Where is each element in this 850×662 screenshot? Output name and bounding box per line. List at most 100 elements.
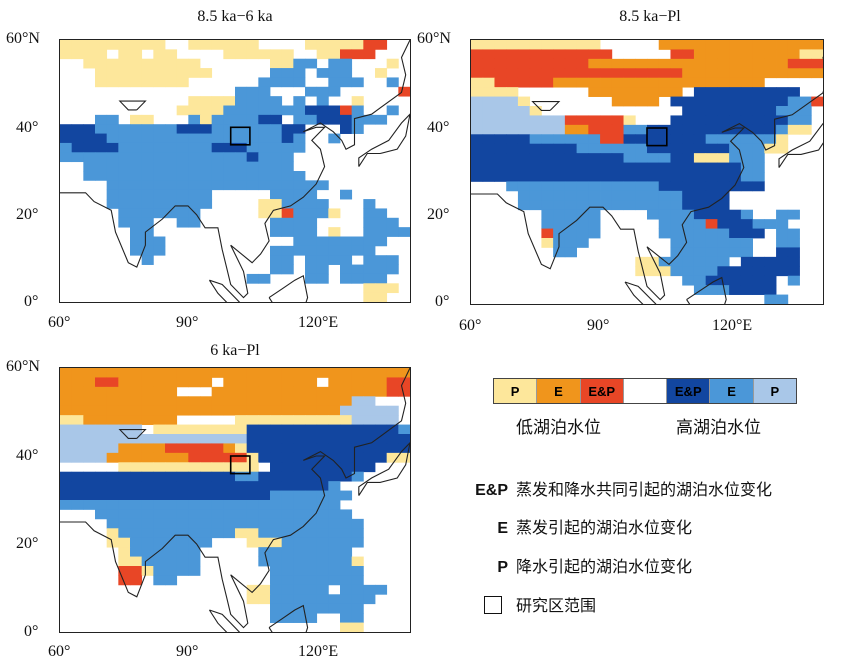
high-e-cell <box>799 96 812 107</box>
low-e-cell <box>223 377 236 388</box>
low-p-cell <box>246 528 259 539</box>
high-ep-cell <box>729 266 742 277</box>
low-p-cell <box>130 49 143 60</box>
high-e-cell <box>305 245 318 256</box>
high-e-cell <box>635 143 648 154</box>
high-e-cell <box>717 238 730 248</box>
high-e-cell <box>153 528 166 539</box>
high-ep-cell <box>517 143 531 154</box>
high-p-cell <box>71 424 84 435</box>
high-ep-cell <box>293 124 306 134</box>
high-e-cell <box>776 219 789 229</box>
high-e-cell <box>764 134 777 145</box>
low-e-cell <box>130 386 143 397</box>
high-ep-cell <box>293 424 306 435</box>
low-e-cell <box>729 58 742 69</box>
high-e-cell <box>223 500 236 510</box>
high-e-cell <box>729 238 742 248</box>
high-e-cell <box>541 190 554 201</box>
high-e-cell <box>246 500 259 510</box>
low-e-cell <box>740 77 753 88</box>
low-e-cell <box>246 377 259 388</box>
high-e-cell <box>776 124 789 135</box>
high-ep-cell <box>635 172 648 182</box>
high-e-cell <box>363 273 376 284</box>
high-e-cell <box>670 200 683 211</box>
high-e-cell <box>246 96 259 106</box>
high-e-cell <box>270 584 283 595</box>
low-e-cell <box>611 77 624 88</box>
high-e-cell <box>658 256 671 267</box>
high-e-cell <box>305 584 318 595</box>
high-ep-cell <box>752 285 765 295</box>
high-e-cell <box>223 528 236 539</box>
high-e-cell <box>141 227 154 237</box>
high-ep-cell <box>729 275 742 286</box>
low-p-cell <box>176 105 189 116</box>
low-e-cell <box>623 58 636 69</box>
high-e-cell <box>293 518 306 529</box>
high-e-cell <box>118 124 131 134</box>
high-e-cell <box>130 133 143 144</box>
high-e-cell <box>328 86 341 97</box>
high-ep-cell <box>386 434 399 444</box>
high-e-cell <box>165 500 178 510</box>
high-ep-cell <box>740 124 753 135</box>
high-e-cell <box>351 537 364 548</box>
high-e-cell <box>799 106 812 116</box>
legend-swatch-low-ep: E&P <box>580 379 624 403</box>
high-e-cell <box>328 58 341 69</box>
island-outline <box>778 122 823 168</box>
high-ep-cell <box>95 490 108 501</box>
high-e-cell <box>541 134 554 145</box>
low-ep-cell <box>682 49 695 60</box>
high-ep-cell <box>153 490 166 501</box>
high-e-cell <box>328 490 341 501</box>
high-e-cell <box>83 152 96 163</box>
low-p-cell <box>141 462 154 473</box>
high-p-cell <box>83 443 96 454</box>
low-e-cell <box>752 58 765 69</box>
high-e-cell <box>658 209 671 220</box>
high-p-cell <box>517 115 531 126</box>
high-p-cell <box>60 424 73 435</box>
high-ep-cell <box>375 424 388 435</box>
low-ep-cell <box>211 443 224 454</box>
high-e-cell <box>153 245 166 256</box>
high-e-cell <box>153 236 166 247</box>
study-area-box-icon <box>484 596 502 614</box>
high-e-cell <box>281 217 294 228</box>
low-p-cell <box>235 415 248 425</box>
map-grid-c <box>60 368 410 632</box>
high-e-cell <box>553 209 566 220</box>
low-e-cell <box>71 368 84 378</box>
high-e-cell <box>153 500 166 510</box>
high-e-cell <box>293 105 306 116</box>
high-e-cell <box>130 227 143 237</box>
high-e-cell <box>293 566 306 576</box>
high-ep-cell <box>351 424 364 435</box>
high-p-cell <box>141 434 154 444</box>
high-ep-cell <box>71 490 84 501</box>
low-e-cell <box>776 40 789 50</box>
high-e-cell <box>130 236 143 247</box>
low-ep-cell <box>386 386 399 397</box>
high-e-cell <box>682 247 695 258</box>
low-e-cell <box>328 396 341 407</box>
high-ep-cell <box>316 105 329 116</box>
high-ep-cell <box>316 462 329 473</box>
high-e-cell <box>165 528 178 539</box>
high-p-cell <box>340 405 353 416</box>
low-e-cell <box>165 452 178 463</box>
low-e-cell <box>363 377 376 388</box>
high-ep-cell <box>471 134 484 145</box>
high-e-cell <box>246 180 259 191</box>
high-e-cell <box>363 236 376 247</box>
high-e-cell <box>752 172 765 182</box>
high-ep-cell <box>270 481 283 491</box>
high-ep-cell <box>83 481 96 491</box>
high-ep-cell <box>71 481 84 491</box>
low-p-cell <box>647 266 660 277</box>
high-ep-cell <box>165 490 178 501</box>
high-e-cell <box>351 584 364 595</box>
